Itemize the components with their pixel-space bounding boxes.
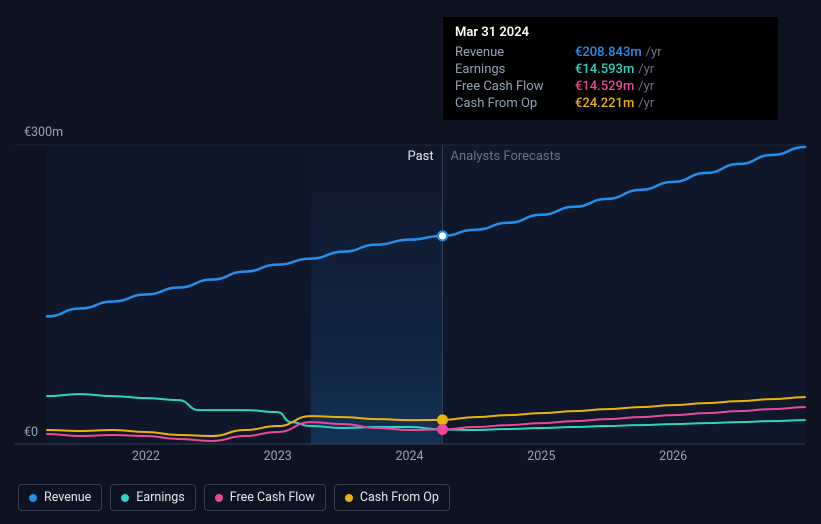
- legend-label: Cash From Op: [360, 490, 439, 505]
- svg-text:2022: 2022: [132, 449, 160, 464]
- section-label-forecast: Analysts Forecasts: [450, 149, 560, 164]
- tooltip-label: Earnings: [455, 62, 575, 77]
- tooltip-value: €14.529m: [575, 79, 634, 94]
- chart-legend: Revenue Earnings Free Cash Flow Cash Fro…: [18, 484, 450, 511]
- svg-text:2023: 2023: [264, 449, 292, 464]
- tooltip-row-earnings: Earnings €14.593m /yr: [455, 61, 766, 78]
- financial-chart[interactable]: 2022 2023 2024 2025 2026 €300m €0 Past Analy…: [0, 0, 821, 524]
- tooltip-unit: /yr: [638, 79, 654, 94]
- svg-text:2024: 2024: [395, 449, 423, 464]
- tooltip-unit: /yr: [646, 45, 662, 60]
- section-label-past: Past: [407, 149, 433, 164]
- tooltip-label: Free Cash Flow: [455, 79, 575, 94]
- legend-label: Earnings: [136, 490, 184, 505]
- legend-label: Free Cash Flow: [230, 490, 315, 505]
- tooltip-row-revenue: Revenue €208.843m /yr: [455, 44, 766, 61]
- tooltip-row-cfo: Cash From Op €24.221m /yr: [455, 95, 766, 112]
- svg-text:2026: 2026: [659, 449, 687, 464]
- tooltip-label: Cash From Op: [455, 96, 575, 111]
- chart-tooltip: Mar 31 2024 Revenue €208.843m /yr Earnin…: [443, 17, 778, 120]
- legend-item-cfo[interactable]: Cash From Op: [334, 484, 450, 511]
- legend-item-revenue[interactable]: Revenue: [18, 484, 102, 511]
- tooltip-row-fcf: Free Cash Flow €14.529m /yr: [455, 78, 766, 95]
- tooltip-label: Revenue: [455, 45, 575, 60]
- legend-label: Revenue: [44, 490, 91, 505]
- legend-item-fcf[interactable]: Free Cash Flow: [204, 484, 326, 511]
- y-axis-label-max: €300m: [24, 125, 63, 140]
- tooltip-unit: /yr: [638, 62, 654, 77]
- tooltip-value: €208.843m: [575, 45, 642, 60]
- tooltip-unit: /yr: [638, 96, 654, 111]
- svg-text:2025: 2025: [527, 449, 555, 464]
- tooltip-value: €14.593m: [575, 62, 634, 77]
- tooltip-title: Mar 31 2024: [455, 25, 766, 40]
- legend-dot: [121, 494, 129, 502]
- tooltip-value: €24.221m: [575, 96, 634, 111]
- legend-item-earnings[interactable]: Earnings: [110, 484, 195, 511]
- y-axis-label-min: €0: [24, 425, 38, 440]
- legend-dot: [345, 494, 353, 502]
- legend-dot: [29, 494, 37, 502]
- legend-dot: [215, 494, 223, 502]
